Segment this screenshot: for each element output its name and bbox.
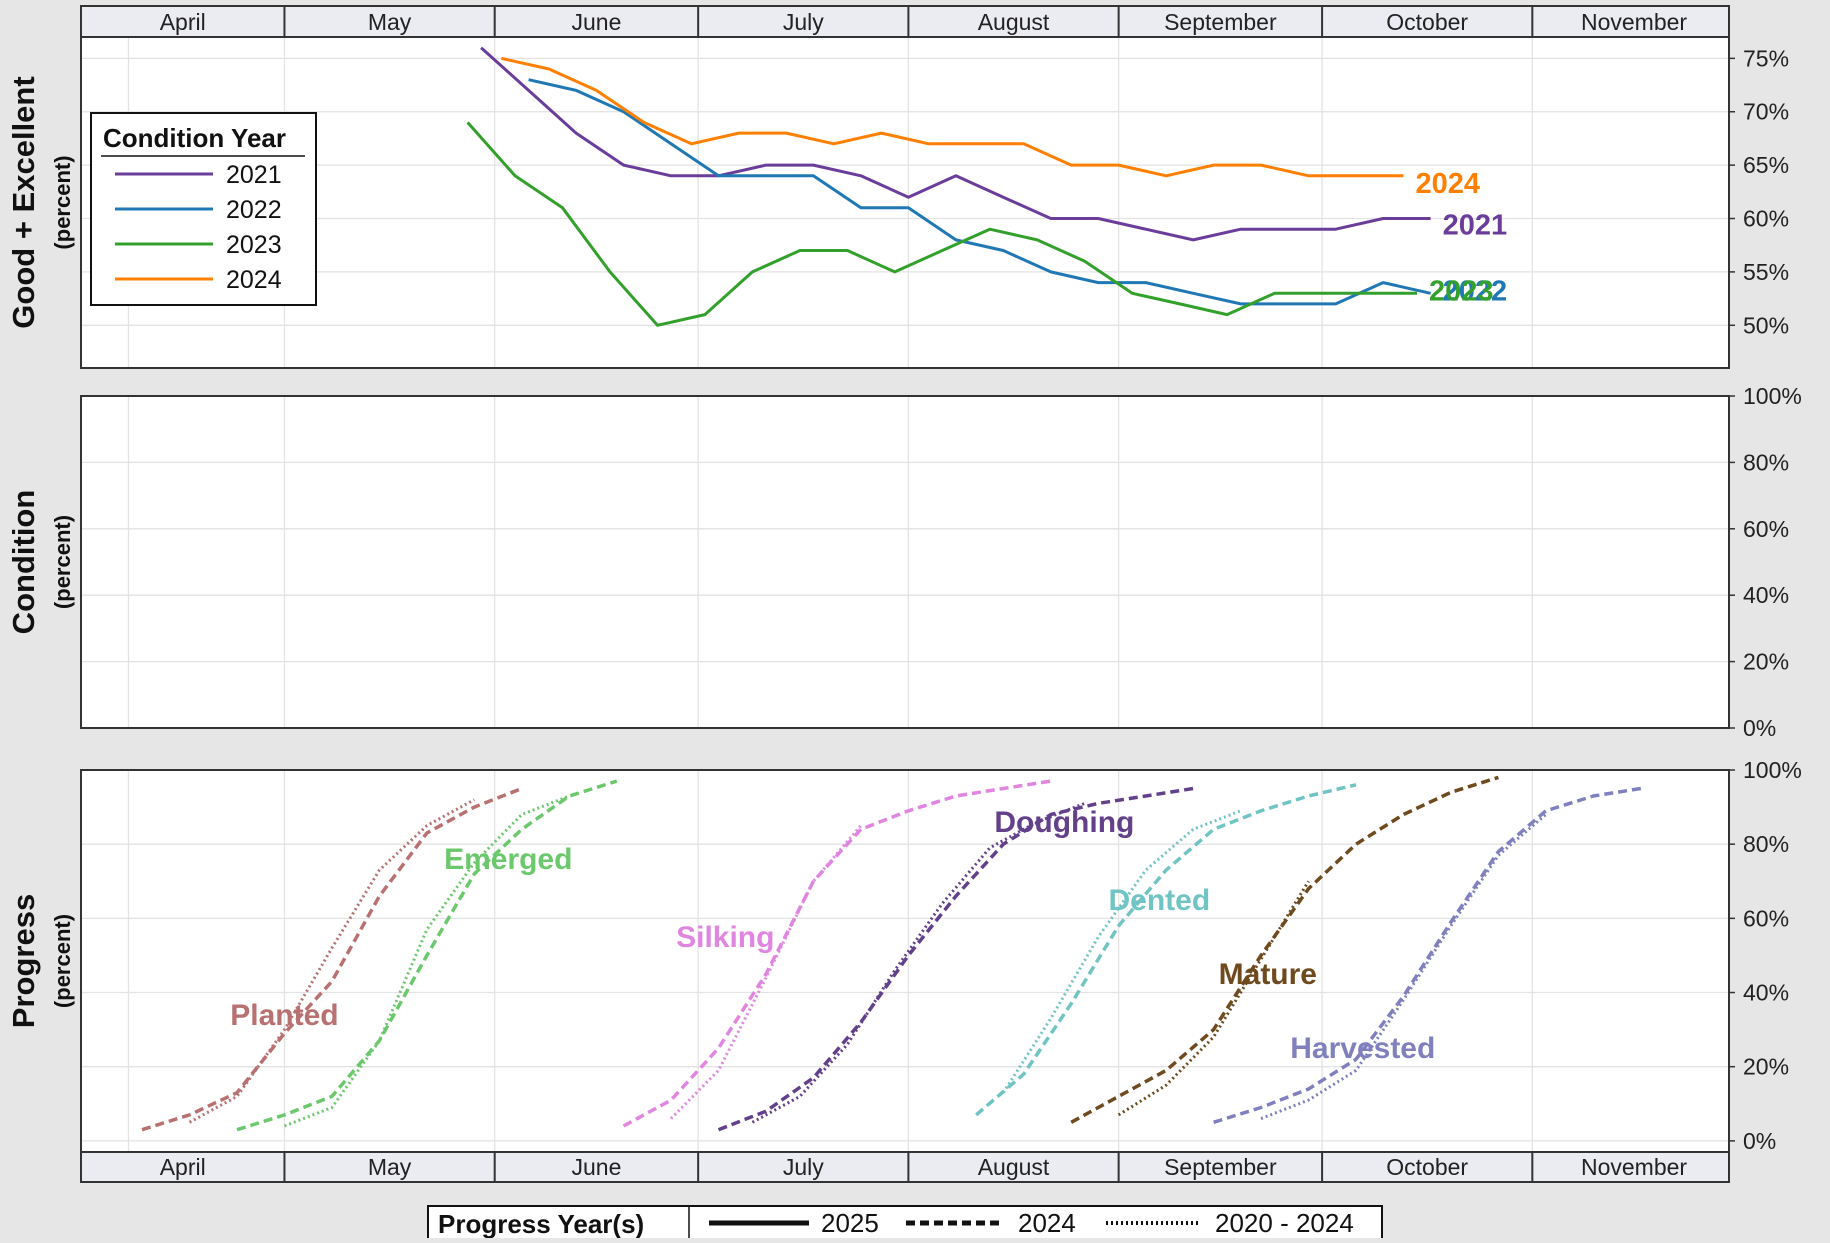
bottom-ytick-label: 20% xyxy=(1743,1054,1789,1080)
top-month-label: April xyxy=(160,9,206,35)
middle-ytick-label: 80% xyxy=(1743,449,1789,475)
bottom-ytick-label: 40% xyxy=(1743,980,1789,1006)
legend-entry-2021: 2021 xyxy=(226,161,282,189)
stage-label-doughing: Doughing xyxy=(994,806,1134,839)
bottom-month-label: August xyxy=(978,1154,1050,1180)
top-panel-title: Good + Excellent xyxy=(6,76,41,328)
stage-label-planted: Planted xyxy=(230,999,338,1032)
middle-panel-title: Condition xyxy=(6,490,41,635)
middle-ytick-label: 0% xyxy=(1743,715,1776,741)
stage-label-emerged: Emerged xyxy=(444,843,572,876)
stage-label-silking: Silking xyxy=(676,921,774,954)
middle-panel-border xyxy=(80,395,1730,729)
top-ytick-label: 50% xyxy=(1743,312,1789,338)
middle-ytick-label: 40% xyxy=(1743,582,1789,608)
top-ytick-label: 75% xyxy=(1743,45,1789,71)
progress-line-avg-planted xyxy=(188,798,476,1124)
progress-line-2024-doughing xyxy=(717,786,1194,1132)
legend-entry-2023: 2023 xyxy=(226,231,282,259)
series-end-label-2021: 2021 xyxy=(1443,210,1508,242)
middle-ytick-label: 100% xyxy=(1743,383,1802,409)
series-line-2021 xyxy=(480,46,1431,242)
bottom-ytick-label: 60% xyxy=(1743,905,1789,931)
top-ytick-label: 60% xyxy=(1743,206,1789,232)
top-panel-unit: (percent) xyxy=(50,155,75,249)
progress-line-2024-dented xyxy=(975,783,1357,1117)
top-ytick-label: 70% xyxy=(1743,99,1789,125)
top-month-label: June xyxy=(571,9,621,35)
progress-line-2024-silking xyxy=(622,779,1052,1128)
legend-entry-2024: 2024 xyxy=(226,266,282,294)
progress-line-2024-mature xyxy=(1070,775,1499,1124)
bottom-month-label: October xyxy=(1386,1154,1468,1180)
condition-legend-title: Condition Year xyxy=(103,123,286,153)
progress-legend: Progress Year(s) 2025 2024 2020 - 2024 xyxy=(427,1205,1383,1243)
stage-label-harvested: Harvested xyxy=(1290,1032,1435,1065)
top-ytick-label: 65% xyxy=(1743,152,1789,178)
progress-legend-entry: 2025 xyxy=(821,1208,879,1238)
progress-legend-entry: 2020 - 2024 xyxy=(1215,1208,1354,1238)
series-line-2022 xyxy=(528,78,1431,306)
bottom-month-label: November xyxy=(1581,1154,1687,1180)
series-line-2024 xyxy=(501,56,1404,178)
legend-entry-2022: 2022 xyxy=(226,196,282,224)
bottom-month-label: September xyxy=(1164,1154,1277,1180)
top-month-label: September xyxy=(1164,9,1277,35)
bottom-month-label: July xyxy=(783,1154,824,1180)
bottom-panel-unit: (percent) xyxy=(50,914,75,1008)
progress-legend-title: Progress Year(s) xyxy=(438,1209,644,1238)
top-month-label: November xyxy=(1581,9,1687,35)
progress-line-avg-dented xyxy=(1002,809,1242,1094)
condition-legend: Condition Year 2021 2022 2023 2024 xyxy=(90,112,317,306)
top-month-strip xyxy=(80,5,1730,38)
bottom-month-label: June xyxy=(571,1154,621,1180)
middle-panel-bg xyxy=(81,396,1729,728)
series-end-label-2022: 2022 xyxy=(1443,275,1508,307)
top-ytick-label: 55% xyxy=(1743,259,1789,285)
progress-legend-box xyxy=(427,1205,1383,1243)
progress-legend-entry: 2024 xyxy=(1018,1208,1076,1238)
series-line-2023 xyxy=(466,121,1417,327)
progress-line-avg-doughing xyxy=(751,802,1086,1124)
bottom-ytick-label: 100% xyxy=(1743,757,1802,783)
middle-panel-unit: (percent) xyxy=(50,515,75,609)
series-end-label-2024: 2024 xyxy=(1415,168,1480,200)
bottom-panel-title: Progress xyxy=(6,894,41,1028)
stage-label-dented: Dented xyxy=(1108,884,1210,917)
progress-line-avg-silking xyxy=(669,824,863,1120)
progress-line-2024-emerged xyxy=(236,779,618,1132)
progress-line-avg-emerged xyxy=(283,794,570,1128)
middle-ytick-label: 20% xyxy=(1743,649,1789,675)
bottom-month-label: April xyxy=(160,1154,206,1180)
stage-label-mature: Mature xyxy=(1219,958,1317,991)
middle-ytick-label: 60% xyxy=(1743,516,1789,542)
bottom-month-label: May xyxy=(368,1154,412,1180)
bottom-ytick-label: 80% xyxy=(1743,831,1789,857)
progress-line-avg-harvested xyxy=(1260,813,1547,1120)
series-end-label-2023: 2023 xyxy=(1429,275,1494,307)
top-month-label: August xyxy=(978,9,1050,35)
top-month-label: May xyxy=(368,9,412,35)
top-month-label: July xyxy=(783,9,824,35)
progress-line-2024-harvested xyxy=(1213,786,1642,1124)
bottom-month-strip xyxy=(80,1151,1730,1183)
bottom-ytick-label: 0% xyxy=(1743,1128,1776,1154)
top-month-label: October xyxy=(1386,9,1468,35)
top-panel-bg xyxy=(81,37,1729,368)
